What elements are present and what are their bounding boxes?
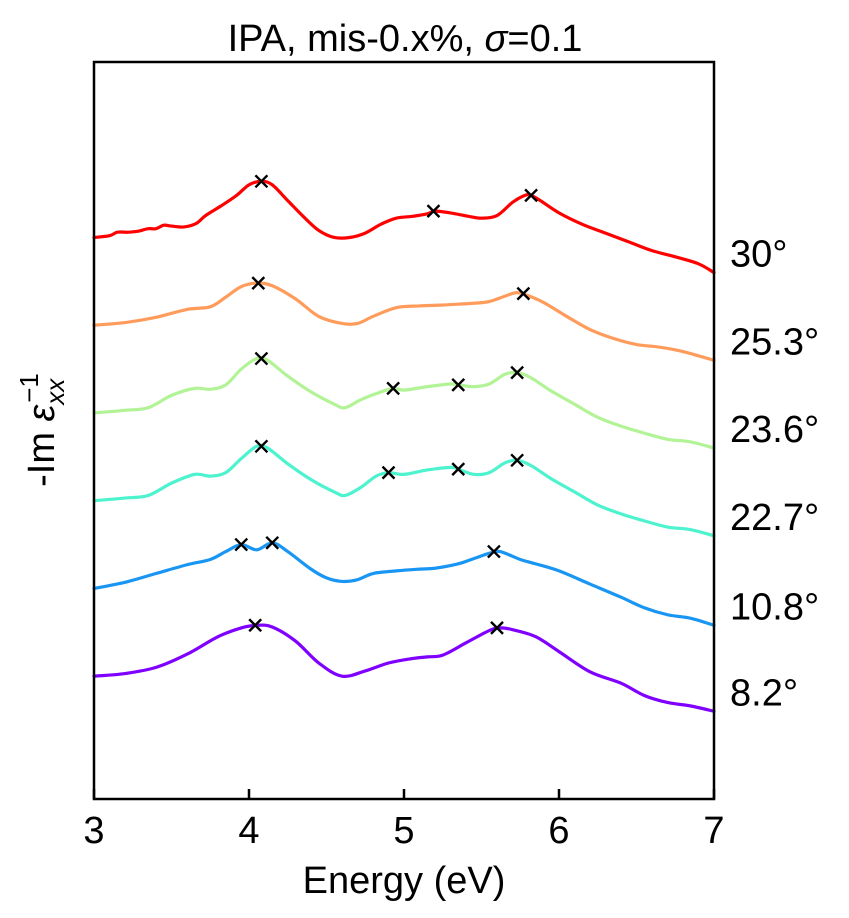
peak-marker-0-1 (490, 621, 504, 635)
x-tick-label-0: 3 (83, 810, 104, 852)
angle-label-2: 22.7° (730, 497, 819, 539)
peak-marker-4-0 (251, 276, 266, 290)
series-line-2 (92, 443, 716, 538)
peak-marker-4-1 (516, 286, 531, 301)
peak-marker-3-3 (510, 365, 524, 380)
plot-markers (234, 174, 538, 635)
peak-marker-0-0 (248, 618, 263, 633)
angle-label-3: 23.6° (730, 409, 819, 451)
peak-marker-5-1 (426, 204, 441, 219)
peak-marker-3-1 (386, 381, 400, 396)
x-axis: 3 4 5 6 7 (83, 789, 725, 852)
chart-title: IPA, mis-0.x%, σ=0.1 (228, 18, 583, 60)
plot-frame (92, 60, 716, 801)
y-axis-label: -Im εxx−1 (14, 373, 70, 487)
peak-marker-2-1 (381, 465, 396, 480)
series-line-3 (92, 356, 716, 450)
peak-marker-1-0 (234, 537, 249, 552)
angle-label-1: 10.8° (730, 586, 819, 628)
peak-marker-2-3 (510, 453, 524, 468)
plot-lines (92, 179, 716, 713)
peak-marker-3-0 (254, 351, 269, 366)
peak-marker-2-2 (451, 462, 466, 476)
x-tick-label-4: 7 (703, 810, 724, 852)
peak-marker-5-2 (524, 188, 538, 203)
peak-marker-3-2 (451, 378, 466, 392)
angle-label-0: 8.2° (730, 672, 798, 714)
peak-marker-5-0 (254, 174, 269, 189)
x-tick-label-3: 6 (548, 810, 569, 852)
peak-marker-1-2 (487, 544, 501, 559)
series-line-0 (92, 623, 716, 713)
angle-label-4: 25.3° (730, 321, 819, 363)
angle-label-5: 30° (730, 234, 787, 276)
peak-marker-1-1 (265, 535, 280, 550)
series-line-4 (92, 281, 716, 362)
series-line-1 (92, 541, 716, 627)
x-tick-label-1: 4 (238, 810, 259, 852)
x-axis-label: Energy (eV) (303, 860, 506, 902)
x-tick-label-2: 5 (393, 810, 414, 852)
angle-labels: 8.2° 10.8° 22.7° 23.6° 25.3° 30° (730, 234, 819, 715)
peak-marker-2-0 (254, 439, 269, 454)
series-line-5 (92, 179, 716, 275)
